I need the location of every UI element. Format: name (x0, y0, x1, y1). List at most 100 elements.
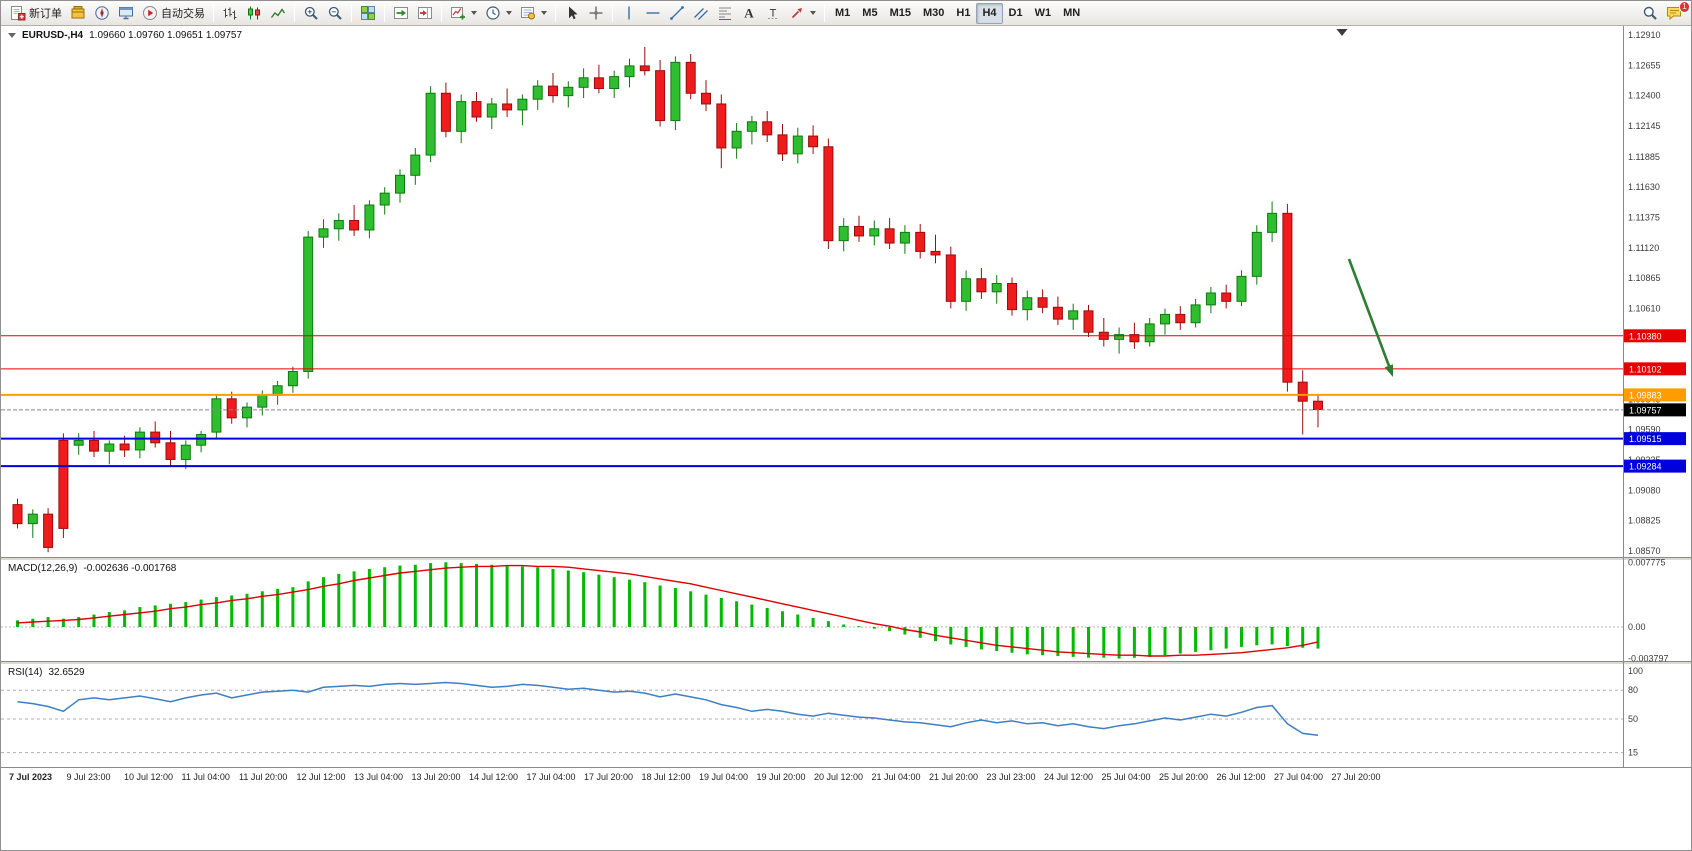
svg-text:1.10865: 1.10865 (1628, 273, 1661, 283)
candle-chart-mode-button[interactable] (242, 3, 266, 24)
text-label-button[interactable]: T (761, 3, 785, 24)
panel-separator[interactable] (1, 557, 1692, 560)
macd-histogram-bar (245, 593, 249, 627)
chart-collapse-icon[interactable] (8, 33, 16, 38)
rsi-panel-label: RSI(14) 32.6529 (8, 667, 85, 678)
indicators-button[interactable] (446, 3, 481, 24)
autotrading-button[interactable]: 自动交易 (138, 3, 209, 24)
price-axis[interactable]: 1.12910 1.12655 1.12400 1.12145 1.11885 1.116… (1628, 30, 1661, 556)
svg-text:1.09515: 1.09515 (1629, 434, 1662, 444)
tf-h1-button[interactable]: H1 (950, 3, 976, 24)
candle-body (1037, 297, 1048, 308)
candle-body (333, 219, 344, 230)
chart-shift-icon (417, 5, 433, 21)
macd-histogram-bar (903, 627, 907, 635)
chat-button[interactable]: 1 (1662, 1, 1690, 24)
candle-body (532, 85, 543, 100)
text-button[interactable]: A (737, 3, 761, 24)
candle-body (808, 135, 819, 148)
price-badge (1624, 362, 1686, 376)
tf-mn-button[interactable]: MN (1057, 3, 1086, 24)
zoom-out-button[interactable] (323, 3, 347, 24)
standard-toolbar: 新订单 自动交易 A T M1 M5 M15 M30 H1 H4 D1 W1 MN 1 (1, 1, 1691, 26)
svg-text:15: 15 (1628, 748, 1638, 758)
candle-body (1297, 381, 1308, 402)
candle-body (471, 101, 482, 118)
fibonacci-button[interactable] (713, 3, 737, 24)
candle-body (593, 77, 604, 90)
svg-text:1.11375: 1.11375 (1628, 213, 1660, 223)
bar-chart-mode-button[interactable] (218, 3, 242, 24)
auto-scroll-button[interactable] (389, 3, 413, 24)
macd-histogram-bar (322, 577, 325, 627)
toolbar-separator (294, 4, 295, 22)
tf-m5-button[interactable]: M5 (856, 3, 883, 24)
tf-h4-button[interactable]: H4 (976, 2, 1003, 24)
macd-histogram-bar (398, 565, 402, 627)
text-icon: A (741, 5, 757, 21)
chart-shift-button[interactable] (413, 3, 437, 24)
zoom-in-button[interactable] (299, 3, 323, 24)
candle-body (257, 394, 268, 408)
tf-m30-button[interactable]: M30 (917, 3, 950, 24)
panel-separator[interactable] (1, 661, 1692, 664)
line-chart-icon (270, 5, 286, 21)
search-icon (1642, 5, 1658, 21)
tf-d1-button[interactable]: D1 (1003, 3, 1029, 24)
candle-body (379, 192, 390, 206)
price-badge (1624, 388, 1686, 402)
arrows-button[interactable] (785, 3, 820, 24)
terminal-button[interactable] (114, 3, 138, 24)
trendline-button[interactable] (665, 3, 689, 24)
candle-body (991, 282, 1002, 293)
chevron-down-icon[interactable] (810, 11, 816, 15)
new-order-button[interactable]: 新订单 (6, 3, 66, 24)
macd-histogram-bar (1255, 627, 1259, 646)
candle-body (89, 439, 99, 452)
horizontal-line-button[interactable] (641, 3, 665, 24)
navigator-button[interactable] (90, 3, 114, 24)
templates-button[interactable] (516, 3, 551, 24)
macd-histogram-bar (46, 617, 50, 627)
candle-body (639, 65, 650, 72)
tf-m15-button[interactable]: M15 (884, 3, 917, 24)
bar-chart-icon (222, 5, 238, 21)
chevron-down-icon[interactable] (471, 11, 477, 15)
chevron-down-icon[interactable] (506, 11, 512, 15)
chart-shift-marker-icon[interactable] (1336, 29, 1348, 36)
market-watch-button[interactable] (66, 3, 90, 24)
time-axis[interactable]: 7 Jul 2023 9 Jul 23:00 10 Jul 12:00 11 Jul … (9, 772, 1381, 782)
tf-m15-label: M15 (889, 7, 911, 19)
macd-histogram-bar (337, 573, 341, 627)
eurusd-chart-window[interactable]: 1.12910 1.12655 1.12400 1.12145 1.11885 1.116… (1, 26, 1692, 851)
crosshair-button[interactable] (584, 3, 608, 24)
macd-histogram-bar (1041, 627, 1045, 656)
search-button[interactable] (1638, 3, 1662, 24)
line-chart-mode-button[interactable] (266, 3, 290, 24)
candle-body (58, 439, 69, 529)
candle-body (73, 439, 84, 446)
macd-histogram-bar (383, 567, 387, 627)
market-watch-icon (70, 5, 86, 21)
tile-windows-button[interactable] (356, 3, 380, 24)
cursor-button[interactable] (560, 3, 584, 24)
candle-body (838, 225, 849, 242)
macd-histogram-bar (1102, 627, 1106, 658)
periods-button[interactable] (481, 3, 516, 24)
candle-body (1083, 310, 1094, 333)
candle-body (670, 61, 681, 122)
macd-histogram-bar (781, 611, 784, 627)
tf-w1-button[interactable]: W1 (1029, 3, 1058, 24)
macd-histogram-bar (888, 627, 892, 632)
candle-body (517, 98, 528, 111)
candle-chart-icon (246, 5, 262, 21)
tf-h1-label: H1 (956, 7, 971, 19)
trend-arrow-annotation[interactable] (1347, 258, 1393, 377)
vertical-line-button[interactable] (617, 3, 641, 24)
tf-m1-button[interactable]: M1 (829, 3, 856, 24)
macd-histogram-bar (582, 572, 586, 627)
chevron-down-icon[interactable] (541, 11, 547, 15)
chart-canvas[interactable]: 1.12910 1.12655 1.12400 1.12145 1.11885 1.116… (1, 26, 1692, 851)
equidistant-channel-button[interactable] (689, 3, 713, 24)
rsi-title: RSI(14) (8, 667, 43, 678)
